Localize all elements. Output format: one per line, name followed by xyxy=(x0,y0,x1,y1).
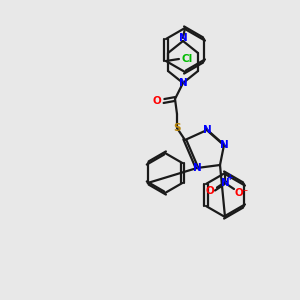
Text: N: N xyxy=(178,33,188,43)
Text: O: O xyxy=(206,186,214,196)
Text: Cl: Cl xyxy=(181,54,193,64)
Text: +: + xyxy=(226,173,232,182)
Text: N: N xyxy=(178,78,188,88)
Text: O: O xyxy=(153,96,161,106)
Text: N: N xyxy=(220,140,228,150)
Text: N: N xyxy=(202,125,211,135)
Text: N: N xyxy=(220,178,230,188)
Text: S: S xyxy=(173,123,181,133)
Text: O⁻: O⁻ xyxy=(235,188,249,198)
Text: N: N xyxy=(193,163,201,173)
